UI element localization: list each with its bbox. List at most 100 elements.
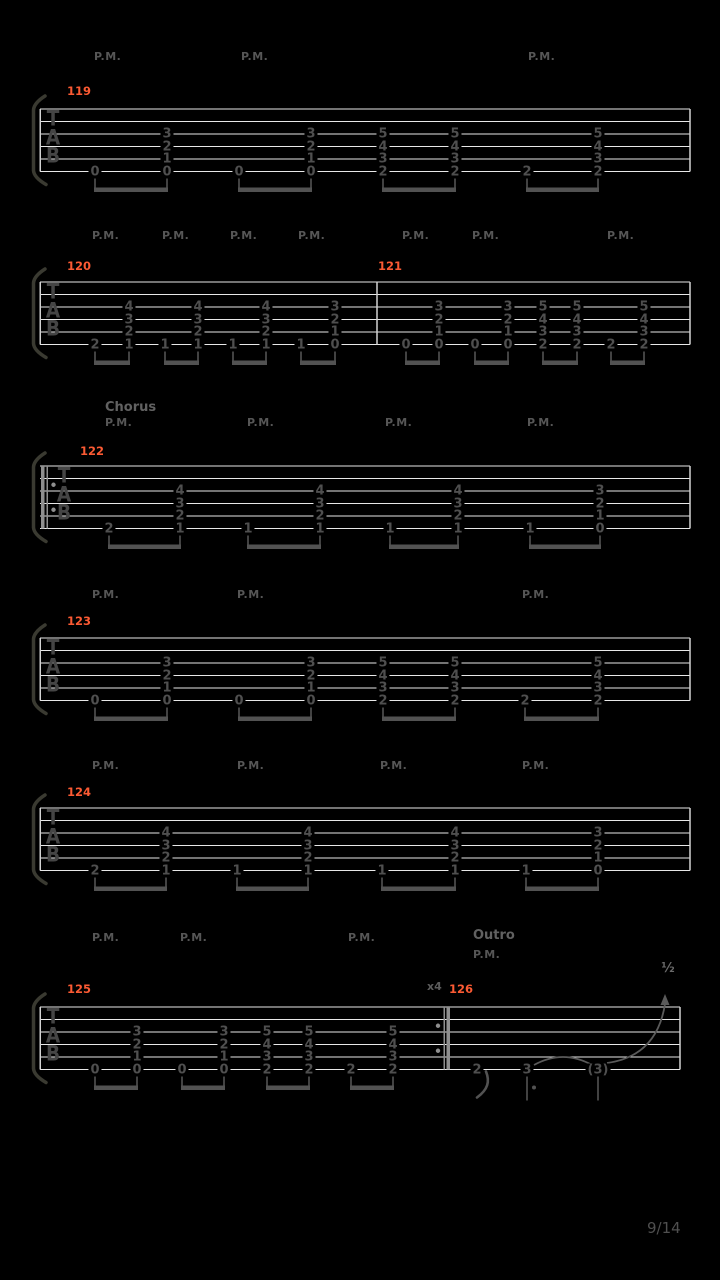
fret-number[interactable]: 1: [523, 521, 537, 536]
fret-number[interactable]: 2: [591, 838, 605, 853]
fret-number[interactable]: 0: [304, 693, 318, 708]
fret-number[interactable]: 0: [160, 164, 174, 179]
fret-number[interactable]: 1: [241, 521, 255, 536]
fret-number[interactable]: 3: [376, 680, 390, 696]
fret-number[interactable]: 0: [175, 1062, 189, 1077]
fret-number[interactable]: 5: [591, 126, 605, 142]
fret-number[interactable]: 2: [304, 139, 318, 154]
fret-number[interactable]: 2: [159, 850, 173, 866]
fret-number[interactable]: 2: [259, 324, 273, 340]
fret-number[interactable]: 1: [383, 521, 397, 536]
fret-number[interactable]: 1: [122, 337, 136, 352]
fret-number[interactable]: 3: [301, 838, 315, 853]
fret-number[interactable]: 3: [313, 496, 327, 511]
fret-number[interactable]: 2: [604, 337, 618, 352]
fret-number[interactable]: 0: [130, 1062, 144, 1077]
fret-number[interactable]: 4: [448, 825, 462, 841]
fret-number[interactable]: 3: [536, 324, 550, 340]
fret-number[interactable]: 2: [501, 312, 515, 327]
fret-number[interactable]: 2: [160, 139, 174, 154]
fret-number[interactable]: 4: [260, 1037, 274, 1052]
fret-number[interactable]: 4: [570, 312, 584, 327]
fret-number[interactable]: 2: [173, 508, 187, 524]
fret-number[interactable]: 2: [591, 693, 605, 708]
fret-number[interactable]: 2: [448, 693, 462, 708]
fret-number[interactable]: 3: [217, 1024, 231, 1040]
fret-number[interactable]: 2: [191, 324, 205, 340]
fret-number[interactable]: 2: [260, 1062, 274, 1077]
fret-number[interactable]: 0: [328, 337, 342, 352]
fret-number[interactable]: 1: [593, 508, 607, 524]
fret-number[interactable]: 1: [158, 337, 172, 352]
fret-number[interactable]: 2: [217, 1037, 231, 1052]
fret-number[interactable]: 4: [376, 668, 390, 683]
fret-number[interactable]: 3: [570, 324, 584, 340]
fret-number[interactable]: 3: [448, 838, 462, 853]
fret-number[interactable]: 2: [432, 312, 446, 327]
fret-number[interactable]: 1: [301, 863, 315, 878]
fret-number[interactable]: 5: [570, 299, 584, 315]
fret-number[interactable]: 2: [130, 1037, 144, 1052]
fret-number[interactable]: 2: [301, 850, 315, 866]
fret-number[interactable]: 5: [260, 1024, 274, 1040]
fret-number[interactable]: 5: [591, 655, 605, 671]
fret-number[interactable]: 1: [230, 863, 244, 878]
fret-number[interactable]: 4: [173, 483, 187, 499]
fret-number[interactable]: 1: [191, 337, 205, 352]
fret-number[interactable]: 3: [448, 680, 462, 696]
fret-number[interactable]: 0: [88, 164, 102, 179]
fret-number[interactable]: 2: [448, 850, 462, 866]
fret-number[interactable]: 2: [88, 337, 102, 352]
fret-number[interactable]: 3: [259, 312, 273, 327]
fret-number[interactable]: 2: [520, 164, 534, 179]
fret-number[interactable]: 0: [501, 337, 515, 352]
fret-number[interactable]: 4: [313, 483, 327, 499]
fret-number[interactable]: 5: [376, 655, 390, 671]
fret-number[interactable]: 4: [386, 1037, 400, 1052]
fret-number[interactable]: 2: [470, 1062, 484, 1077]
fret-number[interactable]: 3: [173, 496, 187, 511]
fret-number[interactable]: 0: [232, 693, 246, 708]
fret-number[interactable]: 1: [159, 863, 173, 878]
fret-number[interactable]: 0: [304, 164, 318, 179]
fret-number[interactable]: 2: [102, 521, 116, 536]
fret-number[interactable]: 3: [130, 1024, 144, 1040]
fret-number[interactable]: 3: [328, 299, 342, 315]
fret-number[interactable]: 2: [328, 312, 342, 327]
fret-number[interactable]: 3: [432, 299, 446, 315]
fret-number[interactable]: 5: [637, 299, 651, 315]
fret-number[interactable]: 1: [304, 680, 318, 696]
fret-number[interactable]: 0: [88, 693, 102, 708]
fret-number[interactable]: 3: [160, 126, 174, 142]
fret-number[interactable]: 1: [160, 680, 174, 696]
fret-number[interactable]: 1: [226, 337, 240, 352]
fret-number[interactable]: 2: [637, 337, 651, 352]
fret-number[interactable]: 3: [122, 312, 136, 327]
fret-number[interactable]: 4: [536, 312, 550, 327]
fret-number[interactable]: 2: [304, 668, 318, 683]
fret-number[interactable]: 2: [302, 1062, 316, 1077]
fret-number[interactable]: 0: [217, 1062, 231, 1077]
fret-number[interactable]: 3: [376, 151, 390, 167]
fret-number[interactable]: 4: [448, 668, 462, 683]
fret-number[interactable]: 1: [130, 1049, 144, 1065]
fret-number[interactable]: (3): [585, 1062, 611, 1077]
fret-number[interactable]: 2: [344, 1062, 358, 1077]
fret-number[interactable]: 2: [570, 337, 584, 352]
fret-number[interactable]: 3: [304, 126, 318, 142]
fret-number[interactable]: 3: [304, 655, 318, 671]
fret-number[interactable]: 2: [122, 324, 136, 340]
fret-number[interactable]: 5: [448, 126, 462, 142]
fret-number[interactable]: 1: [432, 324, 446, 340]
fret-number[interactable]: 2: [518, 693, 532, 708]
fret-number[interactable]: 3: [591, 680, 605, 696]
fret-number[interactable]: 1: [451, 521, 465, 536]
fret-number[interactable]: 1: [375, 863, 389, 878]
fret-number[interactable]: 0: [88, 1062, 102, 1077]
fret-number[interactable]: 3: [637, 324, 651, 340]
fret-number[interactable]: 5: [376, 126, 390, 142]
fret-number[interactable]: 0: [593, 521, 607, 536]
fret-number[interactable]: 0: [160, 693, 174, 708]
fret-number[interactable]: 5: [302, 1024, 316, 1040]
fret-number[interactable]: 0: [591, 863, 605, 878]
